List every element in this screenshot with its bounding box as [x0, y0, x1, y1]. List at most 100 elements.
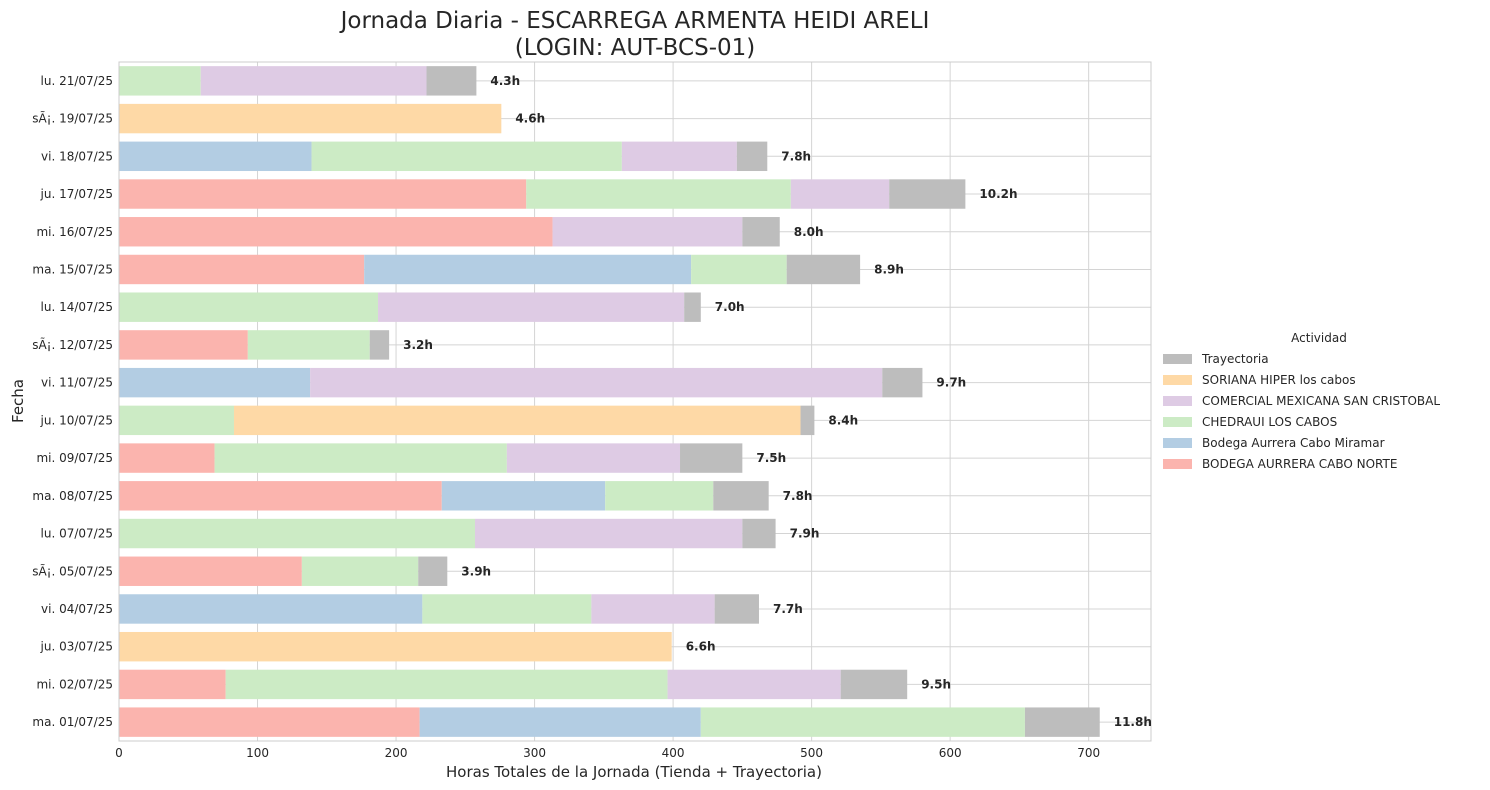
chart-subtitle: (LOGIN: AUT-BCS-01) — [515, 35, 756, 61]
y-tick-label: sÃ¡. 12/07/25 — [32, 337, 113, 352]
x-tick-label: 200 — [385, 746, 408, 760]
y-tick-label: vi. 11/07/25 — [41, 376, 113, 390]
total-hours-label: 4.6h — [515, 112, 545, 126]
bar-segment — [621, 141, 737, 172]
bar-segment — [247, 330, 370, 360]
legend-entry-label: CHEDRAUI LOS CABOS — [1202, 415, 1337, 429]
x-tick-label: 300 — [523, 746, 546, 760]
bar-segment — [364, 254, 692, 285]
bar-segment — [667, 669, 841, 700]
legend-title: Actividad — [1291, 331, 1347, 345]
bar-segment — [119, 518, 476, 549]
total-hours-label: 11.8h — [1114, 715, 1152, 729]
bar-segment — [882, 367, 923, 398]
bar-segment — [422, 594, 592, 624]
bar-segment — [119, 179, 527, 209]
bar-segment — [684, 292, 701, 322]
y-tick-label: lu. 14/07/25 — [41, 300, 113, 314]
bar-segment — [311, 141, 622, 172]
y-tick-label: ma. 01/07/25 — [32, 715, 113, 729]
bar-segment — [713, 481, 769, 511]
bar-layer — [119, 66, 1100, 737]
legend: Actividad Trayectoria SORIANA HIPER los c… — [1163, 331, 1440, 471]
legend-swatch — [1163, 375, 1192, 385]
y-tick-label: sÃ¡. 19/07/25 — [32, 111, 113, 126]
total-hours-label: 9.5h — [921, 677, 951, 691]
bar-segment — [605, 481, 714, 511]
bar-segment — [786, 254, 861, 285]
bar-segment — [119, 556, 302, 586]
bar-segment — [119, 292, 379, 322]
bar-segment — [119, 330, 248, 360]
total-hours-label: 10.2h — [979, 187, 1017, 201]
x-axis-label: Horas Totales de la Jornada (Tienda + Tr… — [446, 763, 822, 781]
bar-segment — [714, 594, 759, 624]
bar-segment — [119, 443, 215, 473]
y-tick-label: mi. 16/07/25 — [36, 225, 113, 239]
bar-segment — [119, 217, 553, 247]
legend-entry-label: COMERCIAL MEXICANA SAN CRISTOBAL — [1202, 394, 1440, 408]
total-hours-label: 7.9h — [790, 527, 820, 541]
legend-swatch — [1163, 438, 1192, 448]
total-hours-label: 7.8h — [781, 149, 811, 163]
legend-entry-label: Bodega Aurrera Cabo Miramar — [1202, 436, 1385, 450]
bar-segment — [591, 594, 715, 624]
bar-segment — [441, 481, 606, 511]
y-tick-label: ju. 17/07/25 — [40, 187, 113, 201]
bar-segment — [419, 707, 701, 737]
bar-segment — [736, 141, 768, 172]
bar-segment — [200, 66, 427, 96]
bar-segment — [119, 405, 234, 436]
bar-segment — [700, 707, 1025, 737]
bar-segment — [233, 405, 801, 436]
bar-segment — [119, 254, 365, 285]
legend-swatch — [1163, 459, 1192, 469]
bar-segment — [526, 179, 791, 209]
x-tick-label: 700 — [1077, 746, 1100, 760]
plot-frame — [118, 61, 1152, 742]
bar-segment — [680, 443, 743, 473]
y-tick-label: lu. 07/07/25 — [41, 527, 113, 541]
y-tick-label: vi. 04/07/25 — [41, 602, 113, 616]
bar-segment — [840, 669, 908, 700]
bar-segment — [119, 631, 672, 662]
legend-swatch — [1163, 354, 1192, 364]
legend-entry-label: SORIANA HIPER los cabos — [1202, 373, 1356, 387]
bar-segment — [691, 254, 787, 285]
total-hours-label: 7.5h — [756, 451, 786, 465]
total-hours-label: 8.9h — [874, 262, 904, 276]
legend-entry-label: BODEGA AURRERA CABO NORTE — [1202, 457, 1397, 471]
bar-segment — [742, 217, 780, 247]
bar-segment — [119, 481, 442, 511]
y-tick-label: ju. 03/07/25 — [40, 640, 113, 654]
x-tick-label: 400 — [662, 746, 685, 760]
legend-swatch — [1163, 396, 1192, 406]
bar-segment — [790, 179, 890, 209]
y-tick-label: sÃ¡. 05/07/25 — [32, 563, 113, 578]
bar-segment — [225, 669, 668, 700]
y-tick-label: ma. 08/07/25 — [32, 489, 113, 503]
bar-segment — [475, 518, 743, 549]
bar-segment — [552, 217, 743, 247]
x-tick-label: 500 — [800, 746, 823, 760]
x-tick-label: 600 — [939, 746, 962, 760]
bar-segment — [418, 556, 448, 586]
bar-segment — [119, 141, 312, 172]
x-tick-label: 100 — [246, 746, 269, 760]
y-tick-label: ju. 10/07/25 — [40, 413, 113, 427]
total-hours-label: 7.7h — [773, 602, 803, 616]
bar-segment — [119, 594, 423, 624]
total-hours-label: 3.9h — [461, 564, 491, 578]
bar-segment — [1024, 707, 1100, 737]
bar-segment — [119, 66, 201, 96]
total-hours-label: 6.6h — [686, 640, 716, 654]
bar-segment — [119, 367, 311, 398]
y-axis-label: Fecha — [9, 379, 27, 423]
y-tick-label: lu. 21/07/25 — [41, 74, 113, 88]
bar-segment — [301, 556, 419, 586]
legend-swatch — [1163, 417, 1192, 427]
total-hours-label: 8.0h — [794, 225, 824, 239]
total-label-layer: 4.3h 4.6h 7.8h 10.2h 8.0h 8.9h 7.0h 3.2h 9.7h 8.4… — [403, 74, 1152, 729]
